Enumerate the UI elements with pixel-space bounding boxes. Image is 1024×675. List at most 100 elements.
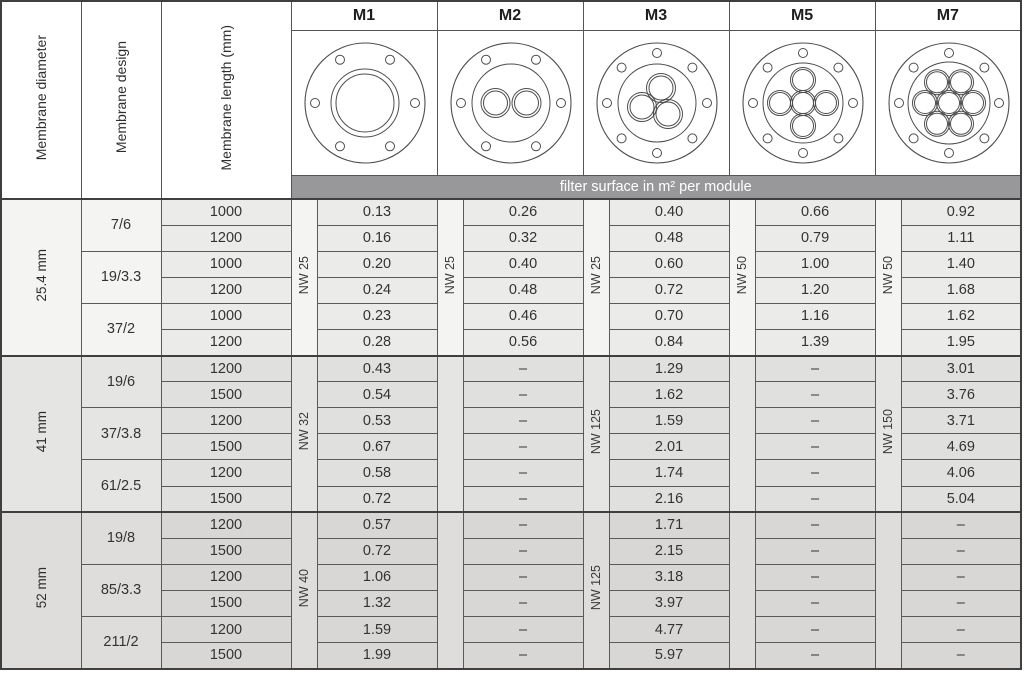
- cell-value-m3: 0.40: [608, 198, 730, 226]
- cell-value-m7: 4.06: [900, 459, 1022, 487]
- cell-value-m1: 0.67: [316, 433, 438, 461]
- cell-length: 1500: [160, 642, 292, 670]
- nw-label: NW 25: [296, 255, 311, 294]
- nw-label: NW 125: [588, 408, 603, 454]
- cell-value-m2: 0.40: [462, 250, 584, 278]
- nw-label: NW 150: [880, 408, 895, 454]
- cell-value-m5: –: [754, 355, 876, 383]
- cell-value-m7: 3.76: [900, 381, 1022, 409]
- cell-value-m2: –: [462, 485, 584, 513]
- table-row: 1200 0.16 0.32 0.48 0.79 1.11: [1, 224, 1022, 252]
- cell-value-m7: –: [900, 615, 1022, 644]
- cell-value-m5: –: [754, 459, 876, 487]
- table-row: 211/2 1200 1.59 – 4.77 – –: [1, 615, 1022, 670]
- cell-value-m2: –: [462, 589, 584, 618]
- group-52-mm: 52 mm 19/8 1200 NW 40 0.57 – NW 125 1.71…: [1, 511, 1022, 670]
- cell-value-m7: 1.62: [900, 302, 1022, 330]
- cell-value-m7: 5.04: [900, 485, 1022, 513]
- cell-value-m7: –: [900, 511, 1022, 539]
- group-25-4-mm: 25.4 mm 7/6 1000 NW 25 0.13 NW 25 0.26 N…: [1, 198, 1022, 357]
- cell-value-m1: 1.59: [316, 615, 438, 644]
- cell-value-m7: 1.95: [900, 328, 1022, 357]
- cell-design: 37/3.8: [80, 407, 162, 461]
- table-row: 85/3.3 1200 1.06 – 3.18 – –: [1, 563, 1022, 618]
- cell-value-m1: 1.99: [316, 642, 438, 670]
- nw-strip-m5: [728, 355, 756, 513]
- nw-label: NW 50: [880, 255, 895, 294]
- m3-flange-drawing: [582, 30, 730, 175]
- cell-length: 1000: [160, 250, 292, 278]
- cell-value-m1: 0.13: [316, 198, 438, 226]
- nw-strip-m2: [436, 512, 464, 669]
- cell-value-m5: 1.16: [754, 302, 876, 330]
- cell-value-m3: 2.15: [608, 537, 730, 565]
- nw-strip-m1: NW 32: [290, 355, 318, 513]
- cell-value-m3: 0.84: [608, 328, 730, 357]
- header-membrane-design-label: Membrane design: [113, 41, 129, 154]
- module-header-m5: M5: [728, 1, 876, 31]
- header-membrane-length: Membrane length (mm): [161, 1, 292, 199]
- cell-value-m3: 0.72: [608, 276, 730, 304]
- module-header-m3: M3: [582, 1, 730, 31]
- cell-value-m5: 0.66: [754, 198, 876, 226]
- table-row: 19/3.3 1000 0.20 0.40 0.60 1.00 1.40: [1, 250, 1022, 304]
- nw-strip-m2: NW 25: [436, 199, 464, 356]
- cell-value-m1: 0.16: [316, 224, 438, 252]
- m5-flange-drawing: [728, 30, 876, 175]
- cell-length: 1200: [160, 328, 292, 357]
- cell-length: 1500: [160, 433, 292, 461]
- table-row: 1500 0.72 – 2.15 – –: [1, 537, 1022, 565]
- nw-strip-m2: [436, 355, 464, 513]
- table-row: 37/3.8 1200 0.53 – 1.59 – 3.71: [1, 407, 1022, 461]
- cell-value-m2: –: [462, 433, 584, 461]
- cell-design: 19/6: [80, 355, 162, 409]
- cell-value-m3: 2.01: [608, 433, 730, 461]
- cell-value-m2: –: [462, 511, 584, 539]
- cell-value-m2: –: [462, 642, 584, 670]
- cell-value-m7: 1.40: [900, 250, 1022, 278]
- cell-value-m3: 1.71: [608, 511, 730, 539]
- nw-strip-m5: NW 50: [728, 199, 756, 356]
- cell-value-m1: 0.58: [316, 459, 438, 487]
- cell-design: 7/6: [80, 198, 162, 252]
- cell-value-m2: –: [462, 537, 584, 565]
- nw-strip-m3: NW 125: [582, 355, 610, 513]
- cell-value-m2: 0.56: [462, 328, 584, 357]
- cell-value-m1: 0.53: [316, 407, 438, 435]
- cell-value-m5: –: [754, 433, 876, 461]
- cell-value-m3: 3.97: [608, 589, 730, 618]
- cell-length: 1500: [160, 381, 292, 409]
- cell-value-m1: 0.57: [316, 511, 438, 539]
- cell-length: 1000: [160, 198, 292, 226]
- cell-value-m7: –: [900, 642, 1022, 670]
- cell-value-m1: 1.06: [316, 563, 438, 591]
- nw-strip-m3: NW 125: [582, 512, 610, 669]
- nw-strip-m7: NW 50: [874, 199, 902, 356]
- cell-length: 1500: [160, 589, 292, 618]
- cell-value-m3: 1.62: [608, 381, 730, 409]
- cell-diameter: 25.4 mm: [1, 199, 82, 356]
- cell-length: 1200: [160, 224, 292, 252]
- cell-value-m3: 3.18: [608, 563, 730, 591]
- table-row: 1500 1.32 – 3.97 – –: [1, 589, 1022, 618]
- cell-value-m5: –: [754, 381, 876, 409]
- cell-value-m5: 0.79: [754, 224, 876, 252]
- cell-value-m3: 1.59: [608, 407, 730, 435]
- cell-value-m1: 0.43: [316, 355, 438, 383]
- m7-flange-icon: [888, 41, 1010, 164]
- header-membrane-diameter-label: Membrane diameter: [33, 34, 50, 161]
- cell-value-m1: 0.23: [316, 302, 438, 330]
- cell-value-m2: 0.32: [462, 224, 584, 252]
- cell-length: 1200: [160, 459, 292, 487]
- cell-value-m2: –: [462, 407, 584, 435]
- cell-value-m3: 0.60: [608, 250, 730, 278]
- cell-value-m5: –: [754, 563, 876, 591]
- table-row: 1200 0.24 0.48 0.72 1.20 1.68: [1, 276, 1022, 304]
- cell-design: 211/2: [80, 615, 162, 670]
- table-row: 25.4 mm 7/6 1000 NW 25 0.13 NW 25 0.26 N…: [1, 198, 1022, 356]
- m5-flange-icon: [741, 41, 864, 164]
- module-drawing-row: [1, 30, 1022, 175]
- cell-value-m1: 1.32: [316, 589, 438, 618]
- table-row: 61/2.5 1200 0.58 – 1.74 – 4.06: [1, 459, 1022, 513]
